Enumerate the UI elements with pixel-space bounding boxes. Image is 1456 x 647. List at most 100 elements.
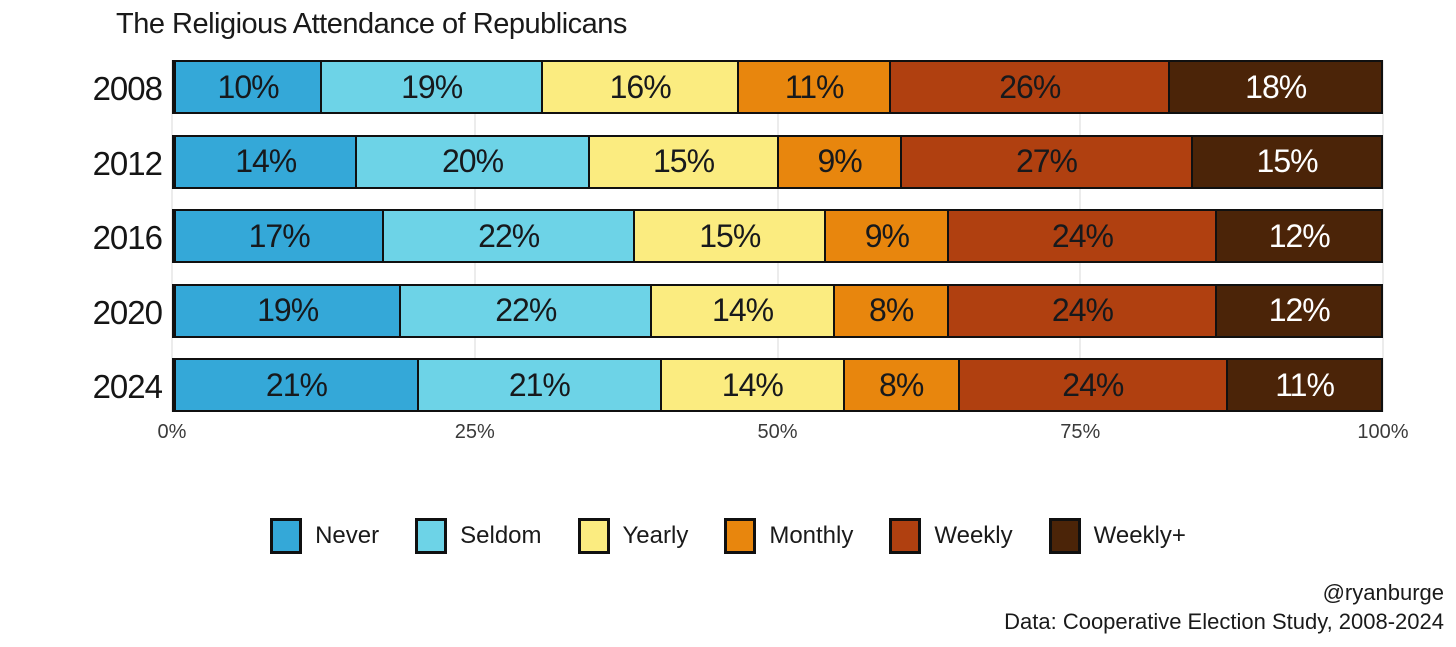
bar-segment: 22% xyxy=(399,285,651,336)
segment-value-label: 21% xyxy=(265,366,328,403)
segment-value-label: 9% xyxy=(817,143,863,179)
bar-segment: 9% xyxy=(824,211,948,261)
segment-value-label: 14% xyxy=(721,366,784,403)
segment-value-label: 14% xyxy=(235,143,297,179)
legend-swatch xyxy=(415,518,448,554)
bar-segment: 17% xyxy=(174,211,383,261)
bar-segment: 18% xyxy=(1168,62,1381,112)
chart-title: The Religious Attendance of Republicans xyxy=(116,8,627,40)
segment-value-label: 22% xyxy=(478,217,540,254)
segment-value-label: 18% xyxy=(1245,68,1307,105)
bar-segment: 10% xyxy=(174,62,321,112)
segment-value-label: 16% xyxy=(609,68,672,105)
legend-swatch xyxy=(577,518,610,554)
segment-value-label: 8% xyxy=(869,292,914,328)
year-label: 2020 xyxy=(92,293,163,331)
segment-value-label: 20% xyxy=(441,143,504,179)
bar-row: 2024 21% 21% 14% 8% 24% 11% xyxy=(93,358,1383,412)
bar-rows: 2008 10% 19% 16% 11% 26% 18% 2012 14% 20% 15% 9% 27%… xyxy=(93,60,1383,412)
credit-handle: @ryanburge xyxy=(1322,579,1444,605)
segment-value-label: 9% xyxy=(864,217,910,254)
legend-item: Weekly xyxy=(889,518,1013,554)
bar-segment: 21% xyxy=(416,360,660,410)
segment-value-label: 15% xyxy=(699,217,761,254)
legend-swatch xyxy=(889,518,922,554)
segment-value-label: 12% xyxy=(1268,292,1331,328)
segment-value-label: 15% xyxy=(1256,143,1319,179)
bar-segment: 12% xyxy=(1215,211,1381,261)
bar-segment: 21% xyxy=(174,360,417,410)
legend-label: Never xyxy=(315,522,380,549)
segment-value-label: 14% xyxy=(712,292,774,328)
segment-value-label: 12% xyxy=(1268,217,1331,254)
bar-segment: 8% xyxy=(832,285,948,336)
x-axis: 0% 25% 50% 75% 100% xyxy=(158,421,1409,449)
legend-item: Weekly+ xyxy=(1048,518,1186,554)
legend-swatch xyxy=(270,518,303,554)
bar-segment: 24% xyxy=(947,211,1216,261)
data-source: Data: Cooperative Election Study, 2008-2… xyxy=(1004,609,1444,635)
legend-label: Seldom xyxy=(460,522,542,549)
bar-segment: 19% xyxy=(174,285,400,336)
year-label: 2016 xyxy=(92,219,163,256)
year-label: 2008 xyxy=(92,70,163,107)
bar-segment: 12% xyxy=(1215,285,1381,336)
segment-value-label: 24% xyxy=(1062,366,1124,403)
legend-item: Yearly xyxy=(577,518,689,554)
bar-segment: 9% xyxy=(777,136,900,187)
bar-segment: 15% xyxy=(1191,136,1382,187)
bar-segment: 8% xyxy=(842,360,958,410)
segment-value-label: 27% xyxy=(1015,143,1078,179)
bar-segment: 24% xyxy=(947,285,1216,336)
segment-value-label: 11% xyxy=(1275,366,1335,403)
bar-segment: 24% xyxy=(957,360,1227,410)
bar-row: 2012 14% 20% 15% 9% 27% 15% xyxy=(93,134,1383,189)
segment-value-label: 19% xyxy=(257,292,319,328)
segment-value-label: 10% xyxy=(217,68,280,105)
segment-value-label: 21% xyxy=(508,366,571,403)
bar-row: 2020 19% 22% 14% 8% 24% 12% xyxy=(93,283,1383,338)
legend-label: Monthly xyxy=(769,522,854,549)
bar-row: 2016 17% 22% 15% 9% 24% 12% xyxy=(93,209,1383,263)
bar-segment: 15% xyxy=(633,211,825,261)
bar-segment: 26% xyxy=(889,62,1169,112)
x-tick-label: 75% xyxy=(1060,421,1101,443)
x-tick-label: 100% xyxy=(1357,421,1409,443)
plot-area: 2008 10% 19% 16% 11% 26% 18% 2012 14% 20% 15% 9% 27%… xyxy=(93,60,1384,412)
segment-value-label: 24% xyxy=(1051,292,1114,328)
segment-value-label: 26% xyxy=(999,68,1061,105)
legend-swatch xyxy=(1048,518,1081,554)
bar-segment: 11% xyxy=(1226,360,1381,410)
legend-item: Seldom xyxy=(415,518,542,554)
bar-segment: 22% xyxy=(382,211,634,261)
bar-segment: 19% xyxy=(320,62,542,112)
legend-item: Monthly xyxy=(724,518,853,554)
legend-swatch xyxy=(724,518,757,554)
bar-segment: 16% xyxy=(541,62,738,112)
segment-value-label: 8% xyxy=(879,366,924,403)
bar-segment: 20% xyxy=(355,136,588,187)
bar-row: 2008 10% 19% 16% 11% 26% 18% xyxy=(93,60,1383,114)
legend-label: Weekly+ xyxy=(1093,522,1186,549)
bar-segment: 14% xyxy=(650,285,833,336)
bar-segment: 15% xyxy=(587,136,778,187)
segment-value-label: 11% xyxy=(784,68,845,105)
gridline xyxy=(1382,60,1384,412)
legend: Never Seldom Yearly Monthly Weekly Weekly+ xyxy=(0,518,1456,554)
bar-segment: 11% xyxy=(737,62,890,112)
legend-label: Weekly xyxy=(934,522,1013,549)
segment-value-label: 19% xyxy=(401,68,463,105)
chart-footer: @ryanburge Data: Cooperative Election St… xyxy=(1004,578,1444,637)
x-tick-label: 25% xyxy=(454,421,495,443)
x-tick-label: 0% xyxy=(157,421,187,443)
segment-value-label: 22% xyxy=(495,292,557,328)
x-tick-label: 50% xyxy=(757,421,798,443)
segment-value-label: 15% xyxy=(652,143,715,179)
legend-item: Never xyxy=(270,518,379,554)
year-label: 2024 xyxy=(92,368,163,405)
segment-value-label: 17% xyxy=(248,217,311,254)
year-label: 2012 xyxy=(92,144,163,182)
legend-label: Yearly xyxy=(622,522,689,549)
segment-value-label: 24% xyxy=(1051,217,1114,254)
bar-segment: 14% xyxy=(659,360,843,410)
